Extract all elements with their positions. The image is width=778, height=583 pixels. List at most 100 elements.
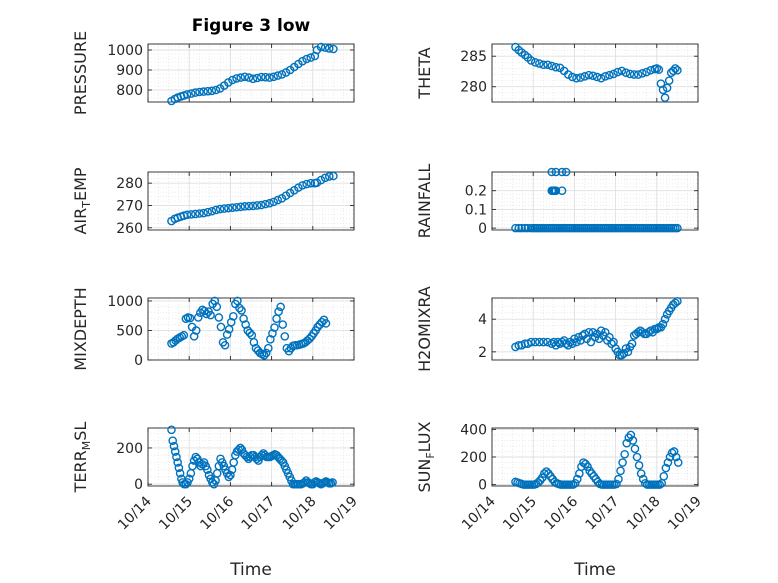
data-point [533,478,543,487]
data-point [195,87,204,97]
data-point [256,200,266,210]
data-point [671,452,681,462]
data-point [324,44,334,53]
axes-box [491,43,699,103]
data-point [543,60,552,70]
data-point [329,171,338,181]
data-point [665,452,675,462]
data-point [658,319,668,329]
data-point [265,198,274,208]
data-point [654,65,664,74]
data-point [237,306,246,315]
data-point [659,472,669,481]
data-point [199,208,208,218]
data-point [215,204,225,214]
data-point [172,452,181,462]
data-point [663,458,673,467]
data-point [294,183,303,192]
data-point [625,69,635,79]
data-point [302,54,311,64]
data-point [302,179,311,189]
axes-box [147,297,355,361]
series-markers [511,430,683,489]
data-point [551,186,561,196]
data-point [211,205,221,215]
data-point [640,478,650,488]
x-tick-label: 10/18 [280,494,320,534]
data-point [173,458,182,467]
series-markers [167,296,331,360]
y-tick-label: 200 [460,450,487,466]
data-point [236,73,245,82]
data-point [568,72,577,82]
data-point [316,175,326,185]
y-tick-label: 285 [460,49,487,65]
data-point [530,337,540,347]
series-markers [167,425,337,489]
data-point [638,69,647,78]
data-point [673,223,682,233]
data-point [306,178,316,188]
data-point [329,44,338,54]
data-point [232,74,241,83]
data-point [188,461,197,471]
data-point [572,73,581,83]
x-tick-label: 10/19 [665,494,705,534]
data-point [673,65,682,75]
data-point [620,449,629,459]
data-point [517,223,526,233]
data-point [276,302,285,312]
x-tick-label: 10/17 [239,494,279,534]
data-point [224,203,233,213]
series-markers [511,42,682,103]
y-axis-label: SUNFLUX [415,421,437,492]
data-point [222,330,232,339]
data-point [572,337,581,347]
data-point [583,462,592,471]
axes-box [491,297,699,361]
y-tick-label: 0 [478,221,487,237]
panel-theta: 280 285 THETA [415,42,699,103]
panel-rainfall: 0 0.1 0.2 RAINFALL [415,164,699,238]
data-point [673,296,682,306]
data-point [175,469,185,478]
data-point [274,307,283,316]
data-point [520,223,530,233]
data-point [228,312,238,321]
data-point [539,337,548,347]
data-point [642,67,651,77]
panel-h2omixra: 2 4 H2OMIXRA [415,286,699,372]
data-point [619,349,629,358]
data-point [203,465,212,474]
data-point [588,327,598,337]
data-point [660,93,670,103]
y-tick-label: 0 [134,353,143,369]
data-point [317,317,327,327]
y-tick-label: 900 [116,63,143,79]
data-point [627,339,637,348]
y-tick-label: 270 [116,198,143,214]
data-point [576,73,585,82]
data-point [626,430,636,440]
data-point [580,72,590,81]
data-point [652,324,662,334]
data-point [240,202,250,211]
plot-area [492,172,698,230]
data-point [671,64,680,73]
data-point [219,204,229,213]
data-point [306,53,316,62]
data-point [220,340,230,350]
data-point [609,69,618,79]
y-tick-label: 4 [478,312,487,328]
data-point [535,59,544,68]
x-tick-label: 10/15 [156,494,196,534]
data-point [543,337,552,347]
x-axis-label-left: Time [229,560,272,580]
series-markers [511,296,682,360]
y-axis-label: TERRMSL [71,422,93,494]
data-point [542,467,551,476]
data-point [632,452,642,462]
data-point [547,167,557,177]
data-point [557,167,567,177]
